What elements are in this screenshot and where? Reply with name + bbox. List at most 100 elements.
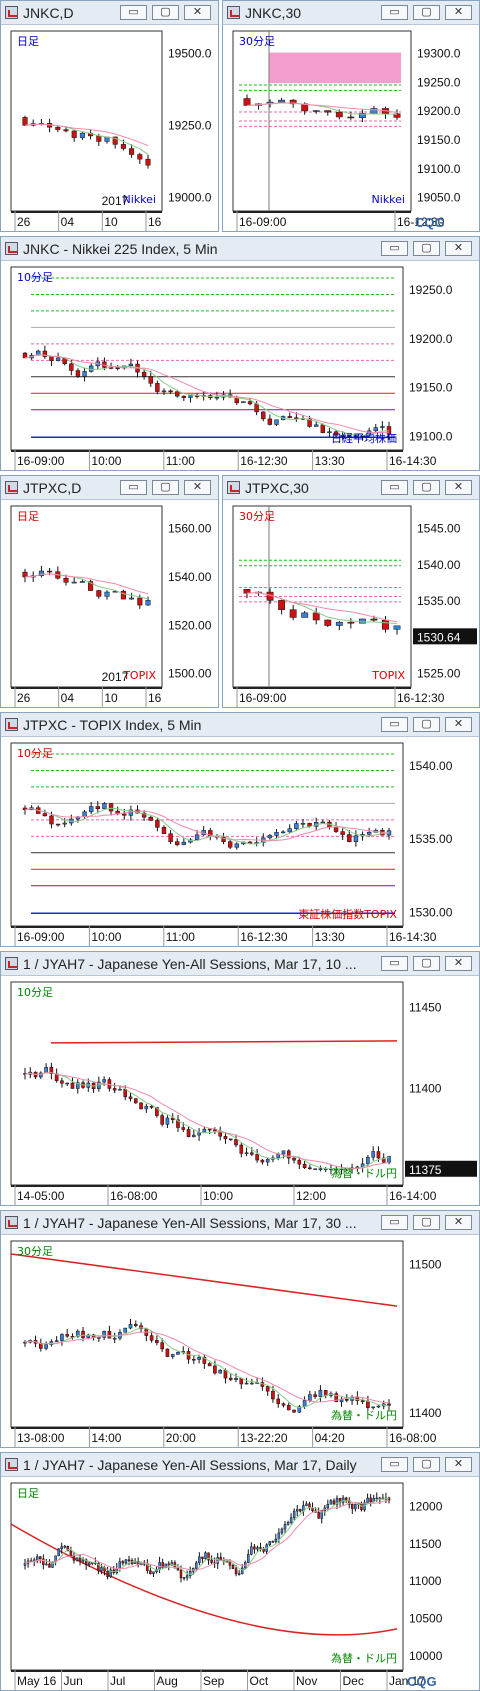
restore-button[interactable]: ▢	[413, 717, 440, 732]
candle-body	[358, 618, 366, 624]
y-tick-label: 1500.00	[168, 667, 212, 681]
candle-body	[221, 837, 226, 842]
chart-window-3[interactable]: JTPXC,D ▭ ▢ ✕ 1560.00 1540.00 1520.00 1500.00 26…	[0, 475, 219, 708]
restore-button[interactable]: ▢	[413, 5, 440, 20]
chart-area[interactable]: 12000 11500 11000 10500 10000 May 16 Jun Jul Aug…	[1, 1477, 479, 1690]
chart-area[interactable]: 1540.00 1535.00 1530.00 16-09:00 10:00 11:00 1…	[1, 737, 479, 946]
minimize-button[interactable]: ▭	[381, 5, 408, 20]
chart-area[interactable]: 11450 11400 11375 14-05:00 16-08:00 10:00 12:0…	[1, 976, 479, 1205]
minimize-button[interactable]: ▭	[381, 1215, 408, 1230]
candle-body	[340, 831, 345, 835]
candle-body	[181, 1127, 186, 1130]
candle-body	[218, 1369, 222, 1374]
candle-body	[347, 116, 355, 119]
candle-body	[123, 1327, 128, 1333]
candle-body	[170, 1117, 175, 1121]
chart-window-8[interactable]: 1 / JYAH7 - Japanese Yen-All Sessions, M…	[0, 1452, 480, 1691]
title-bar[interactable]: JNKC,D ▭ ▢ ✕	[1, 1, 218, 25]
chart-window-4[interactable]: JTPXC,30 ▭ ▢ ✕ 1545.00 1540.00 1535.00 1530.64 1…	[222, 475, 480, 708]
candle-body	[42, 813, 48, 817]
chart-window-1[interactable]: JNKC,30 ▭ ▢ ✕ 19300.0 19250.0 19200.0 19150.0 19…	[222, 0, 480, 232]
candle-body	[186, 1129, 191, 1138]
minimize-button[interactable]: ▭	[381, 480, 408, 495]
title-bar[interactable]: JNKC,30 ▭ ▢ ✕	[223, 1, 479, 25]
y-tick-label: 11450	[409, 1000, 442, 1014]
close-button[interactable]: ✕	[445, 717, 472, 732]
restore-button[interactable]: ▢	[152, 480, 179, 495]
candle-body	[327, 431, 332, 434]
chart-area[interactable]: 11500 11400 13-08:00 14:00 20:00 13-22:20 04:2…	[1, 1235, 479, 1447]
window-title: JNKC,30	[245, 5, 302, 21]
close-button[interactable]: ✕	[445, 1215, 472, 1230]
chart-area[interactable]: 1560.00 1540.00 1520.00 1500.00 26 04 10 16 日足 TO…	[1, 500, 218, 707]
candle-body	[213, 1365, 217, 1374]
close-button[interactable]: ✕	[445, 1457, 472, 1472]
title-bar[interactable]: 1 / JYAH7 - Japanese Yen-All Sessions, M…	[1, 952, 479, 976]
candle-body	[155, 383, 160, 392]
candle-body	[63, 129, 69, 132]
close-button[interactable]: ✕	[445, 241, 472, 256]
minimize-button[interactable]: ▭	[381, 956, 408, 971]
minimize-button[interactable]: ▭	[381, 1457, 408, 1472]
close-button[interactable]: ✕	[445, 480, 472, 495]
candle-body	[102, 803, 107, 809]
chart-window-0[interactable]: JNKC,D ▭ ▢ ✕ 19500.0 19250.0 19000.0 26 04 10 16 日足…	[0, 0, 219, 232]
chart-window-2[interactable]: JNKC - Nikkei 225 Index, 5 Min ▭ ▢ ✕ 19250.0…	[0, 236, 480, 471]
y-tick-label: 11375	[409, 1163, 442, 1177]
candle-body	[320, 1510, 323, 1519]
title-bar[interactable]: JTPXC,30 ▭ ▢ ✕	[223, 476, 479, 500]
title-bar[interactable]: JTPXC,D ▭ ▢ ✕	[1, 476, 218, 500]
candle-body	[88, 365, 94, 372]
x-axis-line	[233, 211, 411, 213]
restore-button[interactable]: ▢	[413, 1215, 440, 1230]
restore-button[interactable]: ▢	[413, 1457, 440, 1472]
candle-body	[244, 1382, 249, 1385]
chart-area[interactable]: 19300.0 19250.0 19200.0 19150.0 19100.0 19050…	[223, 25, 479, 231]
minimize-button[interactable]: ▭	[381, 717, 408, 732]
minimize-button[interactable]: ▭	[120, 5, 147, 20]
title-bar[interactable]: 1 / JYAH7 - Japanese Yen-All Sessions, M…	[1, 1453, 479, 1477]
minimize-button[interactable]: ▭	[120, 480, 147, 495]
close-button[interactable]: ✕	[445, 5, 472, 20]
candle-body	[160, 1342, 164, 1350]
candle-body	[164, 1563, 167, 1569]
restore-button[interactable]: ▢	[413, 480, 440, 495]
series-label: 日経平均株価	[331, 431, 397, 445]
close-button[interactable]: ✕	[184, 5, 211, 20]
chart-area[interactable]: 1545.00 1540.00 1535.00 1530.64 1525.00 16-09…	[223, 500, 479, 707]
title-bar[interactable]: 1 / JYAH7 - Japanese Yen-All Sessions, M…	[1, 1211, 479, 1235]
y-tick-label: 1520.00	[168, 618, 212, 632]
candle-body	[289, 609, 297, 618]
chart-area[interactable]: 19250.0 19200.0 19150.0 19100.0 16-09:00 10:0…	[1, 261, 479, 470]
candle-body	[289, 1517, 293, 1523]
title-bar[interactable]: JNKC - Nikkei 225 Index, 5 Min ▭ ▢ ✕	[1, 237, 479, 261]
x-axis-line	[11, 211, 162, 213]
candle-body	[129, 148, 135, 155]
restore-button[interactable]: ▢	[413, 956, 440, 971]
x-axis-line	[11, 1670, 403, 1672]
moving-average-short	[24, 1072, 390, 1170]
chart-window-7[interactable]: 1 / JYAH7 - Japanese Yen-All Sessions, M…	[0, 1210, 480, 1448]
candle-body	[239, 1377, 244, 1385]
chart-window-5[interactable]: JTPXC - TOPIX Index, 5 Min ▭ ▢ ✕ 1540.00 1535…	[0, 712, 480, 947]
candle-body	[161, 390, 167, 393]
title-bar[interactable]: JTPXC - TOPIX Index, 5 Min ▭ ▢ ✕	[1, 713, 479, 737]
chart-area[interactable]: 19500.0 19250.0 19000.0 26 04 10 16 日足 Nikkei 201…	[1, 25, 218, 231]
candle-body	[35, 1556, 39, 1561]
close-button[interactable]: ✕	[184, 480, 211, 495]
timeframe-label: 日足	[17, 510, 39, 523]
candle-body	[139, 1102, 143, 1110]
candle-body	[179, 1569, 183, 1579]
x-tick-label: 10	[104, 691, 118, 705]
close-button[interactable]: ✕	[445, 956, 472, 971]
candle-body	[300, 823, 306, 825]
chart-window-6[interactable]: 1 / JYAH7 - Japanese Yen-All Sessions, M…	[0, 951, 480, 1206]
x-tick-label: 16-08:00	[389, 1431, 437, 1445]
candle-body	[228, 1377, 233, 1380]
x-tick-label: 14:00	[91, 1431, 121, 1445]
restore-button[interactable]: ▢	[413, 241, 440, 256]
candle-body	[250, 1546, 253, 1555]
restore-button[interactable]: ▢	[152, 5, 179, 20]
x-tick-label: 16-14:30	[389, 930, 437, 944]
minimize-button[interactable]: ▭	[381, 241, 408, 256]
